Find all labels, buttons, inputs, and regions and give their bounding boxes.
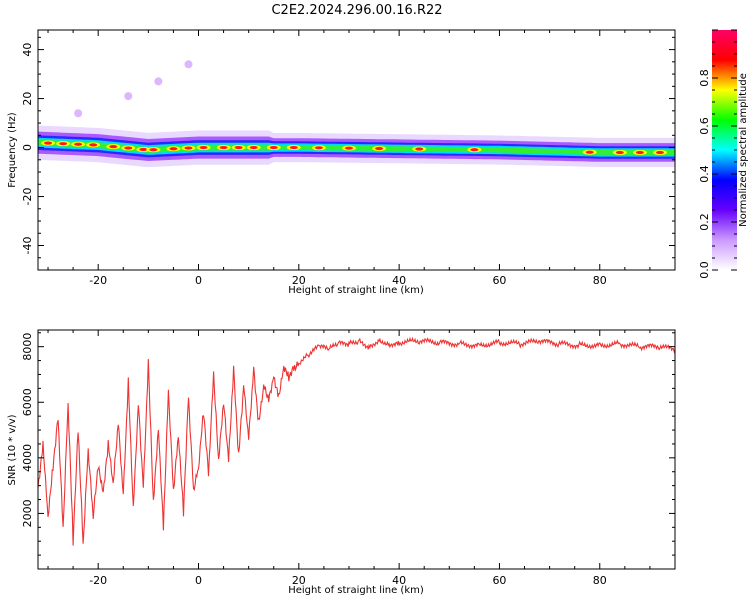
spectrogram-peak-core [124,146,133,150]
spectrogram-outlier [124,92,133,101]
snr-ticks: -20 0 20 40 60 80 2000 4000 6000 8000 [21,330,676,587]
colorbar-ticks: 0.0 0.2 0.4 0.6 0.8 [698,29,737,279]
y-tick-label: 4000 [21,444,34,472]
snr-series [37,336,676,546]
chart-title: C2E2.2024.296.00.16.R22 [271,3,442,18]
spectrogram-peak-core [169,147,178,151]
spectrogram-peak-core [615,150,624,155]
y-tick-label: 2000 [21,499,34,527]
y-tick-label: -40 [21,237,34,255]
colorbar-tick-label: 0.8 [698,69,711,87]
y-tick-label: 40 [21,43,34,57]
spectrogram-peak-core [74,142,83,146]
colorbar-label: Normalized spectral amplitude [738,73,749,227]
spectrogram-heatmap [38,60,675,168]
x-tick-label: 80 [593,574,607,587]
spectrogram-peak-core [234,145,243,150]
spectrogram-peak-core [635,150,644,155]
snr-y-label: SNR (10 * v/v) [7,414,18,485]
spectrogram-peak-core [44,141,53,145]
spectrogram-peak-core [655,150,664,155]
spectrogram-peak-core [184,146,193,150]
snr-frame [37,329,676,570]
spectrogram-band [38,139,675,155]
spectrogram-peak-core [89,143,98,147]
x-tick-label: 0 [195,574,202,587]
x-tick-label: 20 [292,574,306,587]
y-tick-label: 20 [21,92,34,106]
spectrogram-peak-core [149,148,158,152]
spectrogram-peak-core [269,145,278,150]
x-tick-label: 20 [292,274,306,287]
colorbar: 0.0 0.2 0.4 0.6 0.8 Normalized spectral ampl… [698,29,749,279]
spectrogram-peak-core [109,144,118,149]
y-tick-label: -20 [21,188,34,206]
snr-x-label: Height of straight line (km) [288,585,424,596]
spectrogram-frame [37,29,676,271]
spectrogram-peak-core [375,146,384,151]
x-tick-label: -20 [89,574,107,587]
spectrogram-peak-core [289,145,298,150]
spectrogram-peak-core [314,146,323,150]
x-tick-label: 80 [593,274,607,287]
colorbar-tick-label: 0.2 [698,213,711,231]
x-tick-label: 60 [492,274,506,287]
colorbar-tick-label: 0.6 [698,117,711,135]
spectrogram-peak-core [415,147,424,151]
snr-panel: -20 0 20 40 60 80 2000 4000 6000 8000 Height of s… [7,329,676,596]
spectrogram-outlier [184,60,193,69]
x-tick-label: 40 [392,274,406,287]
spectrogram-outlier [74,109,83,118]
x-tick-label: 0 [195,274,202,287]
spectrogram-panel: -20 0 20 40 60 80 -40 -20 0 20 40 Height of straig… [7,29,676,296]
x-tick-label: -20 [89,274,107,287]
colorbar-tick-label: 0.4 [698,165,711,183]
spectrogram-peak-core [219,145,228,150]
spectrogram-peak-core [59,142,68,146]
spectrogram-outlier [154,77,163,86]
snr-line [37,336,676,546]
x-tick-label: 40 [392,574,406,587]
y-tick-label: 6000 [21,388,34,416]
spectrogram-peak-core [249,145,258,150]
colorbar-fill [712,30,737,270]
spectrogram-peak-core [344,146,353,150]
spectrogram-peak-core [139,147,148,152]
spectrogram-x-label: Height of straight line (km) [288,285,424,296]
spectrogram-ticks: -20 0 20 40 60 80 -40 -20 0 20 40 [21,30,676,287]
colorbar-tick-label: 0.0 [698,261,711,279]
y-tick-label: 8000 [21,333,34,361]
x-tick-label: 60 [492,574,506,587]
spectrogram-peak-core [470,148,479,152]
y-tick-label: 0 [21,144,34,151]
spectrogram-y-label: Frequency (Hz) [7,112,18,188]
spectrogram-peak-core [199,145,208,150]
spectrogram-peak-core [585,150,594,154]
